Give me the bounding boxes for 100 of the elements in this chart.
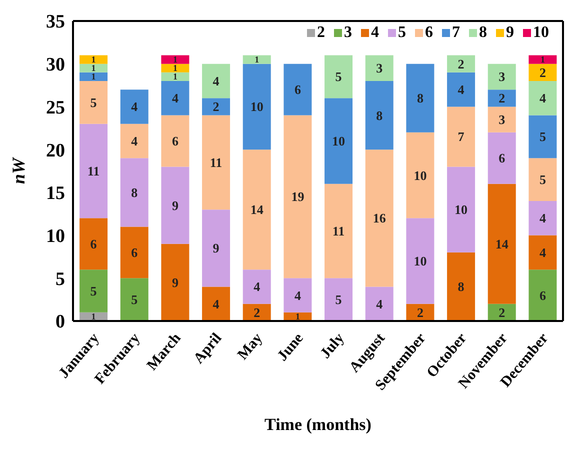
bar	[406, 64, 434, 132]
y-tick-label: 30	[46, 54, 65, 76]
data-label: 14	[495, 236, 509, 252]
data-label: 2	[498, 90, 506, 106]
bar	[202, 210, 230, 287]
y-tick-label: 35	[46, 12, 65, 33]
data-label: 1	[540, 54, 546, 65]
data-label: 1	[91, 63, 96, 74]
bar	[447, 106, 476, 167]
legend-label: 5	[398, 24, 406, 42]
data-label: 8	[131, 184, 138, 200]
bar	[120, 90, 148, 124]
bar	[528, 81, 557, 116]
y-tick-label: 20	[46, 140, 65, 162]
bar	[488, 106, 516, 132]
data-label: 6	[90, 236, 98, 252]
data-label: 8	[376, 108, 384, 123]
data-label: 4	[212, 74, 220, 88]
bar	[528, 64, 557, 81]
bar	[161, 244, 190, 321]
data-label: 5	[539, 172, 546, 188]
bar	[120, 124, 148, 158]
bar	[406, 218, 434, 304]
bar	[528, 235, 557, 270]
y-tick-label: 15	[46, 183, 65, 204]
bar	[242, 150, 271, 270]
data-label: 10	[250, 99, 264, 114]
bar	[202, 64, 230, 98]
bar	[80, 55, 108, 64]
legend-label: 8	[479, 24, 487, 42]
data-label: 4	[131, 99, 138, 114]
data-label: 4	[294, 288, 302, 303]
data-label: 5	[90, 94, 98, 110]
data-label: 19	[291, 189, 305, 204]
data-label: 4	[539, 244, 546, 260]
data-label: 5	[335, 292, 342, 308]
data-label: 10	[454, 202, 468, 218]
data-label: 1	[91, 72, 96, 82]
bar	[161, 115, 190, 167]
y-axis-title: nW	[8, 156, 28, 184]
data-label: 4	[539, 90, 546, 106]
legend-label: 2	[317, 24, 325, 42]
bar	[80, 81, 108, 124]
data-label: 14	[250, 202, 264, 218]
bar	[80, 124, 108, 218]
data-label: 2	[254, 304, 260, 320]
data-label: 1	[91, 54, 96, 65]
data-label: 4	[172, 90, 179, 106]
bar	[365, 150, 394, 287]
legend-label: 3	[344, 24, 352, 42]
data-label: 2	[212, 99, 220, 114]
bar	[161, 64, 190, 72]
bar	[161, 81, 190, 116]
bar	[324, 98, 353, 184]
bar	[488, 184, 516, 304]
data-label: 1	[172, 63, 178, 74]
y-tick-label: 0	[56, 312, 65, 333]
bar	[120, 278, 148, 321]
legend-label: 6	[425, 24, 433, 42]
bar	[528, 270, 557, 321]
bar	[447, 55, 476, 72]
data-label: 3	[498, 69, 506, 84]
data-label: 2	[498, 304, 506, 320]
bar	[161, 55, 190, 64]
data-label: 7	[458, 129, 465, 144]
data-label: 4	[376, 296, 384, 312]
x-axis-title: Time (months)	[264, 415, 372, 434]
data-label: 9	[212, 240, 220, 256]
bar	[447, 72, 476, 107]
data-label: 6	[294, 82, 302, 98]
data-label: 6	[539, 288, 546, 303]
data-label: 9	[172, 274, 179, 290]
bar	[284, 64, 312, 116]
data-label: 6	[172, 134, 179, 148]
data-label: 8	[416, 90, 424, 106]
bar	[120, 158, 148, 227]
bar	[284, 278, 312, 312]
legend-label: 9	[506, 24, 514, 42]
data-label: 1	[172, 54, 178, 65]
bar	[488, 132, 516, 184]
bar	[80, 218, 108, 270]
bar	[202, 98, 230, 116]
data-label: 4	[539, 210, 546, 226]
data-label: 9	[172, 198, 179, 213]
bar	[202, 115, 230, 210]
bar	[406, 132, 434, 218]
bar	[365, 81, 394, 150]
data-label: 16	[372, 210, 386, 226]
bar	[365, 55, 394, 81]
bar	[324, 55, 353, 98]
bar	[528, 55, 557, 64]
data-label: 11	[332, 224, 345, 238]
x-tick-label: July	[318, 330, 348, 362]
data-label: 11	[87, 164, 100, 178]
data-label: 3	[376, 60, 384, 76]
y-tick-label: 25	[46, 97, 65, 118]
bar	[242, 270, 271, 304]
bar	[284, 115, 312, 278]
data-label: 2	[416, 304, 424, 320]
data-label: 5	[90, 284, 98, 298]
